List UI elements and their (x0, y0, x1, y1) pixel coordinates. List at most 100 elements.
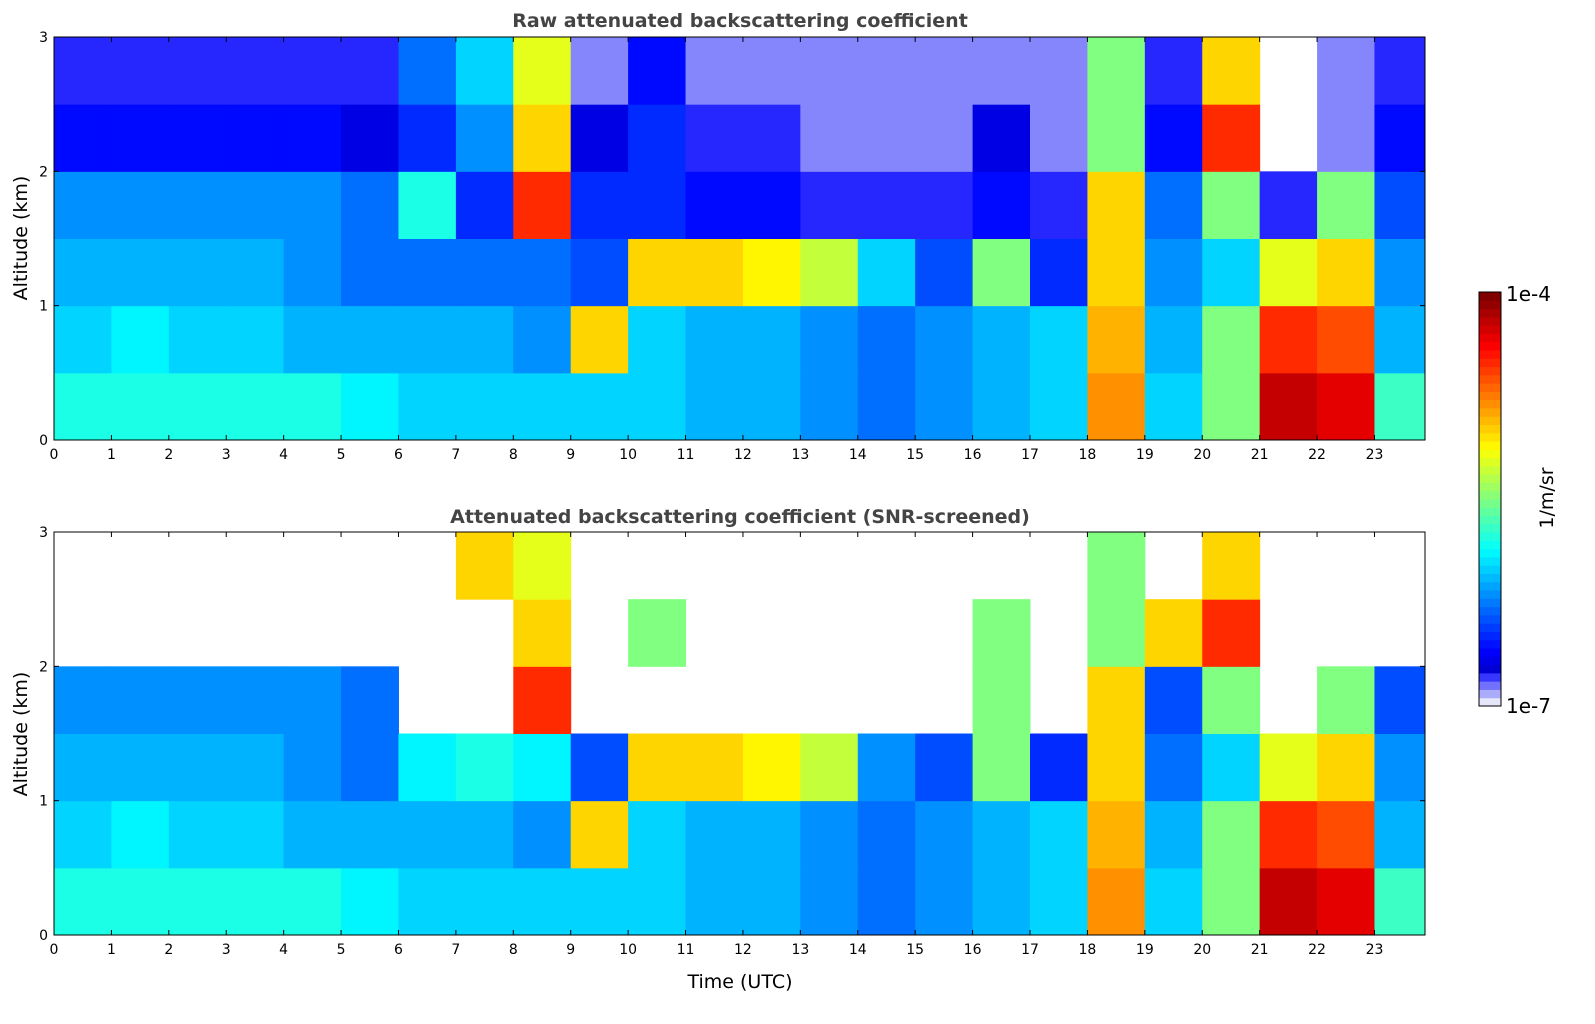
colorbar-segment (1479, 292, 1501, 301)
heatmap-cell (1202, 599, 1261, 667)
x-tick-label: 10 (619, 447, 637, 463)
colorbar-segment (1479, 515, 1501, 525)
colorbar-segment (1479, 416, 1501, 425)
heatmap-cell (570, 372, 629, 441)
colorbar-segment (1479, 465, 1501, 475)
colorbar-segment (1479, 391, 1501, 401)
heatmap-cell (915, 305, 974, 374)
colorbar-segment (1479, 581, 1501, 591)
heatmap-cell (1144, 104, 1203, 172)
colorbar-segment (1479, 474, 1501, 483)
heatmap-cell (1144, 37, 1203, 105)
heatmap-cell (972, 238, 1031, 307)
heatmap-cell (341, 800, 399, 869)
colorbar-segment (1479, 697, 1501, 707)
heatmap-cell (1259, 372, 1318, 441)
y-tick-label: 0 (39, 928, 48, 944)
x-tick-label: 11 (677, 447, 695, 463)
heatmap-cell (972, 733, 1031, 802)
colorbar-segment (1479, 333, 1501, 343)
heatmap-cell (398, 800, 457, 869)
chart-title-raw: Raw attenuated backscattering coefficien… (512, 10, 968, 32)
y-tick-label: 2 (39, 164, 48, 180)
heatmap-cell (341, 372, 399, 441)
heatmap-cell (685, 238, 744, 307)
x-tick-label: 19 (1136, 942, 1154, 958)
x-tick-label: 3 (222, 942, 231, 958)
colorbar-segment (1479, 689, 1501, 699)
heatmap-cell (1202, 733, 1261, 802)
heatmap-cell (168, 305, 227, 374)
heatmap-cell (54, 666, 112, 734)
heatmap-cell (341, 867, 399, 936)
heatmap-cell (111, 666, 170, 734)
heatmap-cell (570, 37, 629, 105)
heatmap-cell (1317, 305, 1375, 374)
heatmap-cell (1202, 666, 1261, 734)
heatmap-cell (1317, 372, 1375, 441)
x-tick-label: 13 (791, 942, 809, 958)
colorbar-segment (1479, 441, 1501, 450)
heatmap-cell (742, 171, 801, 239)
heatmap-cell (455, 372, 514, 441)
heatmap-cell (915, 171, 974, 239)
heatmap-cell (1374, 867, 1426, 936)
heatmap-cell (168, 238, 227, 307)
heatmap-cell (1259, 238, 1318, 307)
heatmap-cell (341, 37, 399, 105)
colorbar-segment (1479, 366, 1501, 376)
colorbar-segment (1479, 639, 1501, 649)
x-tick-label: 1 (107, 942, 116, 958)
colorbar-segment (1479, 399, 1501, 409)
colorbar-segment (1479, 573, 1501, 583)
heatmap-cell (972, 171, 1031, 239)
heatmap-cell (168, 37, 227, 105)
x-tick-label: 23 (1366, 942, 1384, 958)
x-tick-label: 3 (222, 447, 231, 463)
x-tick-label: 17 (1021, 942, 1039, 958)
colorbar-segment (1479, 457, 1501, 467)
heatmap-cell (1144, 305, 1203, 374)
heatmap-cell (54, 372, 112, 441)
heatmap-cell (168, 104, 227, 172)
heatmap-cell (1374, 305, 1426, 374)
heatmap-cell (455, 104, 514, 172)
heatmap-cell (1087, 599, 1146, 667)
heatmap-cell (54, 305, 112, 374)
x-tick-label: 22 (1308, 942, 1326, 958)
plot-frame (53, 531, 1426, 936)
heatmap-cell (972, 305, 1031, 374)
x-tick-label: 9 (566, 447, 575, 463)
heatmap-cell (513, 867, 572, 936)
heatmap-cell (742, 800, 801, 869)
colorbar-segment (1479, 648, 1501, 657)
heatmap-cell (283, 37, 342, 105)
heatmap-cell (1317, 37, 1375, 105)
heatmap-cell (168, 733, 227, 802)
heatmap-cell (398, 104, 457, 172)
heatmap-cell (628, 599, 687, 667)
heatmap-cell (972, 867, 1031, 936)
heatmap-cell (857, 171, 916, 239)
heatmap-cell (1374, 372, 1426, 441)
colorbar-segment (1479, 631, 1501, 641)
heatmap-cell (972, 372, 1031, 441)
heatmap-cell (1374, 37, 1426, 105)
heatmap-cell (1374, 666, 1426, 734)
heatmap-cell (685, 37, 744, 105)
heatmap-cell (1030, 104, 1088, 172)
heatmap-cell (1317, 733, 1375, 802)
heatmap-cell (1317, 104, 1375, 172)
heatmap-cell (1030, 238, 1088, 307)
colorbar-segment (1479, 325, 1501, 334)
heatmap-cell (1259, 305, 1318, 374)
heatmap-cell (972, 800, 1031, 869)
heatmap-cell (915, 372, 974, 441)
x-tick-label: 0 (50, 447, 59, 463)
heatmap-cell (283, 867, 342, 936)
x-tick-label: 13 (791, 447, 809, 463)
heatmap-cell (800, 867, 859, 936)
x-tick-label: 2 (164, 447, 173, 463)
heatmap-cell (455, 532, 514, 600)
x-tick-label: 21 (1251, 942, 1269, 958)
